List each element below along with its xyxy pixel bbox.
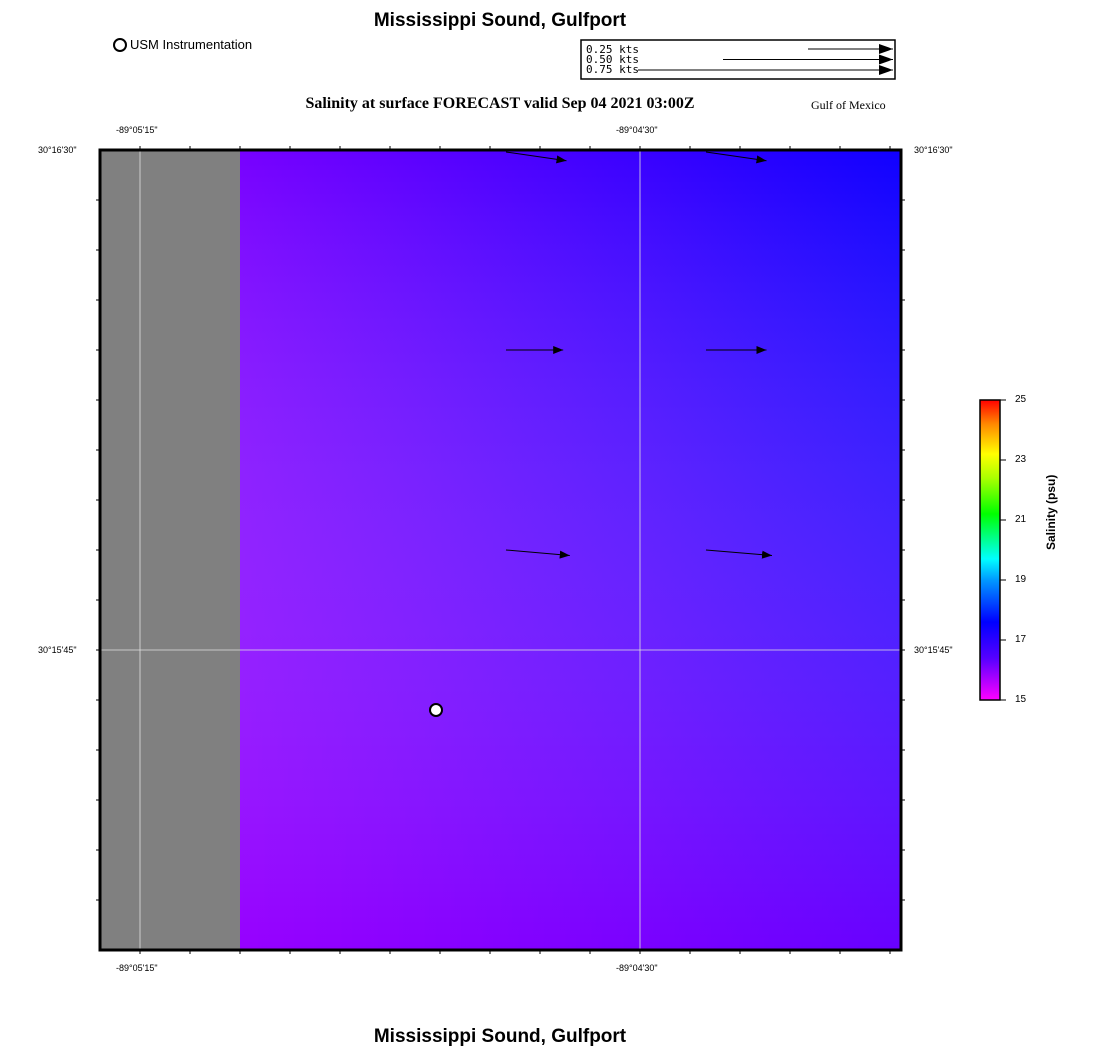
colorbar-tick-label: 17 [1015, 634, 1027, 645]
land-area [100, 150, 240, 950]
colorbar-tick-label: 19 [1015, 574, 1027, 585]
axis-ticks [96, 146, 905, 954]
station-marker[interactable] [429, 703, 443, 717]
vector-key-label-3: 0.75 kts [586, 63, 639, 76]
x-tick-bottom-2: -89°04'30" [616, 963, 658, 973]
colorbar-tick-label: 23 [1015, 454, 1027, 465]
colorbar-ticks [1000, 399, 1006, 701]
current-vectors [505, 151, 773, 559]
x-tick-top-1: -89°05'15" [116, 125, 158, 135]
map-subtitle: Salinity at surface FORECAST valid Sep 0… [305, 95, 695, 112]
vector-key-label-1: 0.25 kts [586, 43, 639, 56]
x-tick-bottom-1: -89°05'15" [116, 963, 158, 973]
colorbar-tick-label: 21 [1015, 514, 1027, 525]
current-arrow [705, 549, 773, 559]
current-arrow [505, 151, 567, 164]
station-legend-icon [113, 37, 127, 52]
x-tick-top-2: -89°04'30" [616, 125, 658, 135]
colorbar-title: Salinity (psu) [1044, 474, 1058, 550]
map-title: Mississippi Sound, Gulfport [373, 10, 627, 31]
region-label: Gulf of Mexico [811, 98, 886, 112]
y-tick-left-1: 30°16'30" [38, 145, 77, 155]
colorbar-tick-label: 15 [1015, 694, 1027, 705]
graticule [100, 150, 901, 950]
vector-key-label-2: 0.50 kts [586, 53, 639, 66]
legend-station: USM Instrumentation [113, 37, 252, 52]
y-tick-right-2: 30°15'45" [914, 645, 953, 655]
colorbar-tick-label: 25 [1015, 394, 1027, 405]
vector-key-arrows [638, 44, 893, 75]
colorbar [979, 399, 1001, 701]
y-tick-left-2: 30°15'45" [38, 645, 77, 655]
current-arrow [705, 151, 767, 164]
current-arrow [505, 549, 570, 559]
y-tick-right-1: 30°16'30" [914, 145, 953, 155]
legend-station-label: USM Instrumentation [130, 37, 253, 52]
footer-title: Mississippi Sound, Gulfport [373, 1026, 627, 1047]
